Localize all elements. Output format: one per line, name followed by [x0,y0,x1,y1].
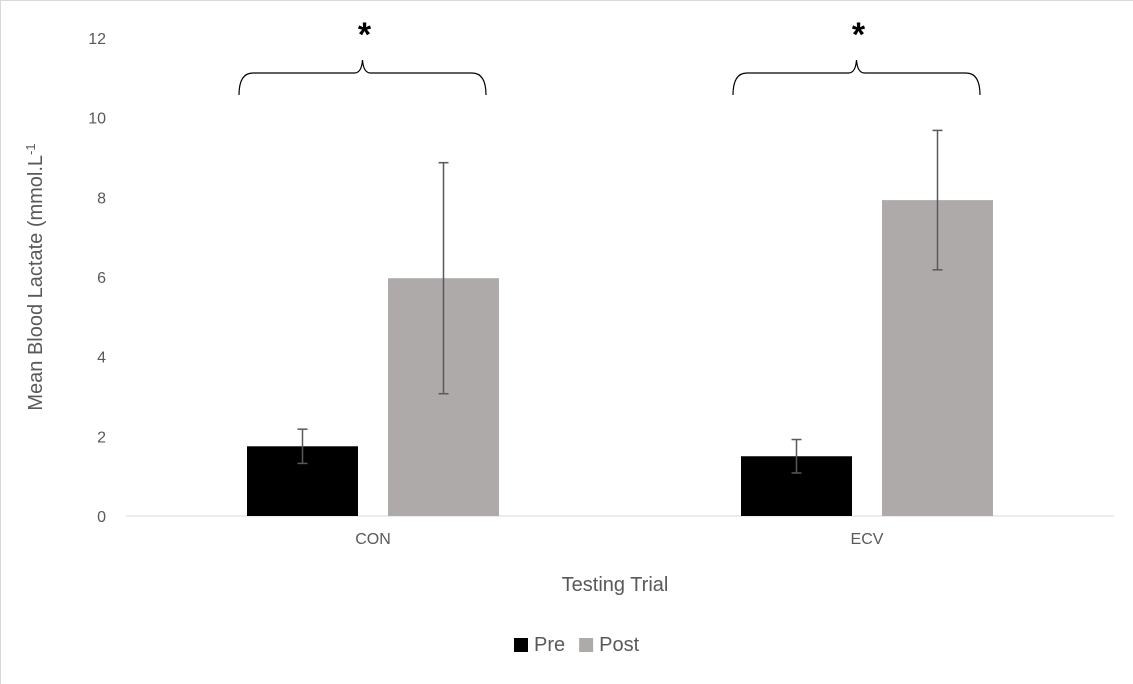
significance-bracket [732,59,981,96]
significance-asterisk: * [852,16,866,54]
x-axis-ticks: CON ECV [355,531,884,548]
error-bar-post-ecv [932,129,943,271]
significance-bracket [238,59,487,96]
legend-label-pre: Pre [534,634,565,656]
y-tick-label: 8 [97,190,106,207]
x-axis-title: Testing Trial [562,574,669,596]
y-tick-label: 6 [97,270,106,287]
error-bars [297,129,943,474]
legend-swatch-post [579,638,594,652]
error-bar-pre-ecv [791,438,802,474]
error-bar-pre-con [297,428,308,465]
y-axis-ticks: 0 2 4 6 8 10 12 [88,31,106,526]
x-tick-label: ECV [851,531,884,548]
y-axis-title-main: Mean Blood Lactate (mmol.L [25,155,47,411]
y-tick-label: 2 [97,429,106,446]
legend-swatch-pre [514,638,528,652]
y-axis-title: Mean Blood Lactate (mmol.L-1 [23,143,47,410]
y-axis-title-superscript: -1 [23,143,38,155]
legend-label-post: Post [599,634,639,656]
significance-asterisk: * [358,16,372,54]
bars [247,200,993,516]
significance-brackets: * * [238,16,981,96]
legend: Pre Post [514,634,640,656]
y-tick-label: 0 [97,509,106,526]
y-tick-label: 10 [88,111,106,128]
y-tick-label: 4 [97,350,106,367]
error-bar-post-con [438,161,449,395]
x-tick-label: CON [355,531,391,548]
y-tick-label: 12 [88,31,106,48]
